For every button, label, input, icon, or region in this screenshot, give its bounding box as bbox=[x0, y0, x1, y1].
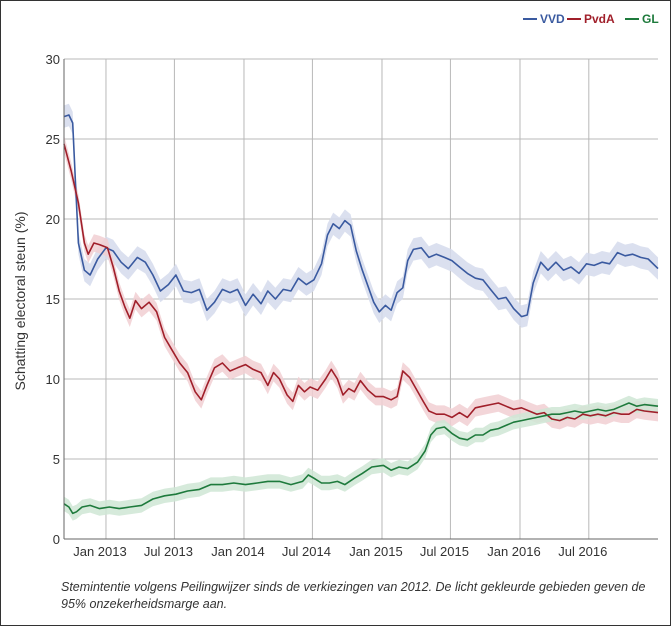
legend-label-vvd: VVD bbox=[540, 12, 565, 26]
band-vvd bbox=[64, 103, 658, 328]
grid-layer bbox=[64, 58, 658, 540]
line-gl bbox=[63, 402, 659, 515]
y-tick-label: 5 bbox=[53, 452, 60, 467]
lines-layer bbox=[63, 114, 659, 515]
axes-layer: 0 5 10 15 20 25 30 Jan 2013 Jul 2013 Jan 2014 Jul … bbox=[46, 52, 658, 559]
y-tick-label: 0 bbox=[53, 532, 60, 547]
y-tick-label: 30 bbox=[46, 52, 60, 67]
y-tick-label: 20 bbox=[46, 212, 60, 227]
x-tick-label: Jul 2016 bbox=[558, 544, 607, 559]
x-tick-label: Jan 2015 bbox=[349, 544, 403, 559]
x-tick-label: Jul 2015 bbox=[420, 544, 469, 559]
x-tick-label: Jan 2013 bbox=[73, 544, 127, 559]
line-pvda bbox=[63, 143, 659, 422]
bands-layer bbox=[64, 103, 658, 521]
y-tick-label: 10 bbox=[46, 372, 60, 387]
x-tick-label: Jan 2016 bbox=[487, 544, 541, 559]
chart-caption: Stemintentie volgens Peilingwijzer sinds… bbox=[61, 580, 646, 611]
y-tick-label: 25 bbox=[46, 132, 60, 147]
line-vvd bbox=[63, 114, 659, 318]
x-tick-label: Jul 2014 bbox=[282, 544, 331, 559]
x-tick-label: Jul 2013 bbox=[144, 544, 193, 559]
band-gl bbox=[64, 395, 658, 521]
x-tick-label: Jan 2014 bbox=[211, 544, 265, 559]
legend-label-pvda: PvdA bbox=[584, 12, 615, 26]
legend: VVD PvdA GL bbox=[523, 12, 659, 26]
legend-label-gl: GL bbox=[642, 12, 659, 26]
y-tick-label: 15 bbox=[46, 292, 60, 307]
y-axis-label: Schatting electoral steun (%) bbox=[12, 212, 28, 391]
